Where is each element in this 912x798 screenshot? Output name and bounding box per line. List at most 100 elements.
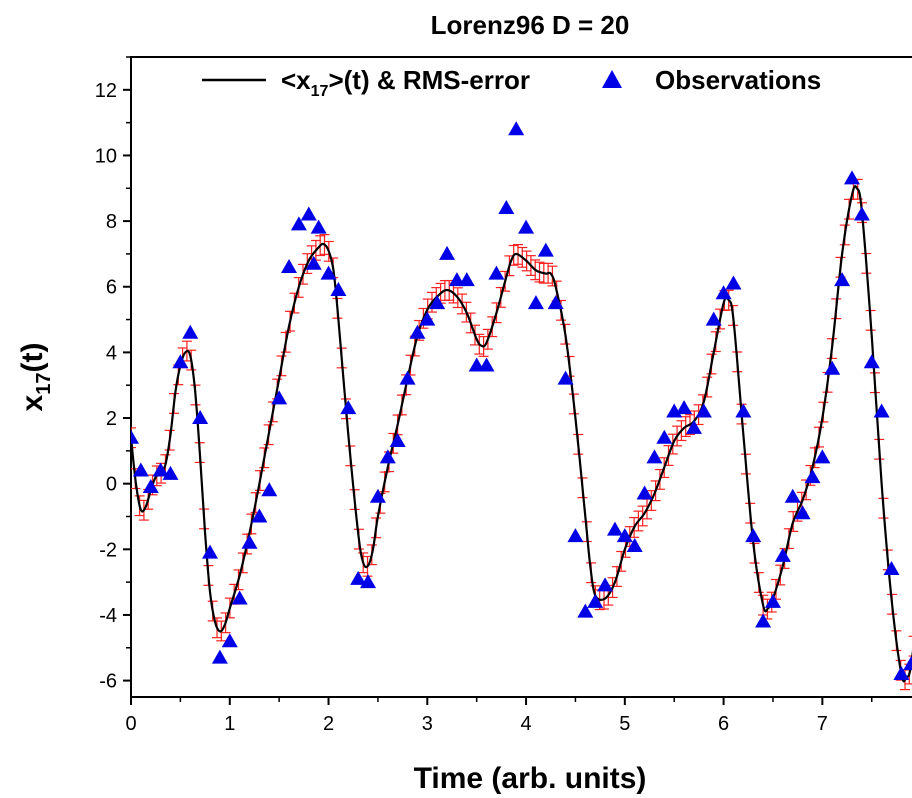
observation-point [350, 570, 367, 585]
observation-point [330, 282, 347, 297]
observation-point [537, 242, 554, 257]
observation-point [281, 259, 298, 274]
observation-point [261, 482, 278, 497]
observation-point [211, 649, 228, 664]
observation-point [241, 534, 258, 549]
observation-point [705, 311, 722, 326]
x-tick-label: 5 [619, 713, 630, 735]
x-axis: 012345678 [125, 697, 873, 735]
y-tick-label: 12 [95, 80, 117, 102]
observation-point [715, 285, 732, 300]
observation-point [439, 245, 456, 260]
observation-point [893, 666, 910, 681]
observation-point [695, 403, 712, 418]
observation-point [824, 360, 841, 375]
observation-point [557, 370, 574, 385]
y-tick-label: 4 [106, 342, 117, 364]
observation-markers [131, 121, 912, 681]
observation-point [646, 449, 663, 464]
legend: <x17>(t) & RMS-error Observations [202, 65, 821, 100]
observation-point [508, 121, 525, 136]
observation-point [814, 449, 831, 464]
y-tick-label: -2 [99, 539, 117, 561]
observation-point [636, 485, 653, 500]
observation-point [300, 206, 317, 221]
observation-point [843, 170, 860, 185]
observation-point [379, 449, 396, 464]
observation-point [488, 265, 505, 280]
observation-point [656, 429, 673, 444]
observation-point [863, 354, 880, 369]
observation-point [764, 593, 781, 608]
observation-point [182, 324, 199, 339]
chart-title: Lorenz96 D = 20 [431, 10, 630, 40]
observation-point [142, 478, 159, 493]
y-tick-label: -6 [99, 671, 117, 693]
observation-point [616, 528, 633, 543]
observation-point [626, 538, 643, 553]
observation-point [290, 216, 307, 231]
observation-point [429, 295, 446, 310]
legend-triangle-marker [602, 70, 622, 88]
observation-point [527, 295, 544, 310]
observation-point [735, 403, 752, 418]
observation-point [360, 574, 377, 589]
observation-point [518, 219, 535, 234]
y-tick-label: -4 [99, 605, 117, 627]
observation-point [547, 295, 564, 310]
observation-point [676, 400, 693, 415]
observation-point [251, 508, 268, 523]
observation-point [903, 656, 912, 671]
x-tick-label: 0 [125, 713, 136, 735]
observation-point [794, 505, 811, 520]
observation-point [458, 272, 475, 287]
observation-point [873, 403, 890, 418]
observation-point [340, 400, 357, 415]
x-tick-label: 6 [718, 713, 729, 735]
legend-line-label: <x17>(t) & RMS-error [281, 65, 530, 100]
observation-point [587, 593, 604, 608]
mean-trajectory-line [131, 185, 912, 683]
y-axis: -6 -4 -2 0 2 4 6 8 10 12 [95, 56, 131, 693]
observation-point [271, 390, 288, 405]
observation-point [725, 275, 742, 290]
observation-point [804, 469, 821, 484]
observation-point [409, 324, 426, 339]
observation-point [774, 547, 791, 562]
y-tick-label: 6 [106, 277, 117, 299]
observation-point [172, 354, 189, 369]
observation-point [567, 528, 584, 543]
x-tick-label: 1 [224, 713, 235, 735]
observation-point [685, 419, 702, 434]
observation-point [192, 410, 209, 425]
observation-point [577, 603, 594, 618]
x-tick-label: 7 [817, 713, 828, 735]
observation-point [755, 613, 772, 628]
legend-observations-label: Observations [655, 65, 821, 95]
y-tick-label: 8 [106, 211, 117, 233]
y-tick-label: 10 [95, 145, 117, 167]
observation-point [162, 465, 179, 480]
observation-point [399, 370, 416, 385]
observation-point [202, 544, 219, 559]
observation-point [320, 265, 337, 280]
y-axis-title: x17(t) [16, 343, 55, 412]
observation-point [834, 272, 851, 287]
x-axis-title: Time (arb. units) [414, 762, 647, 795]
observation-point [132, 462, 149, 477]
observation-point [606, 521, 623, 536]
observation-point [152, 462, 169, 477]
observation-point [221, 633, 238, 648]
observation-point [389, 433, 406, 447]
observation-point [478, 357, 495, 372]
y-tick-label: 2 [106, 408, 117, 430]
observation-point [853, 206, 870, 221]
observation-point [131, 429, 139, 444]
y-tick-label: 0 [106, 474, 117, 496]
observation-point [310, 219, 327, 234]
observation-point [369, 488, 386, 503]
observation-point [597, 577, 614, 592]
observation-point [419, 311, 436, 326]
x-tick-label: 3 [422, 713, 433, 735]
